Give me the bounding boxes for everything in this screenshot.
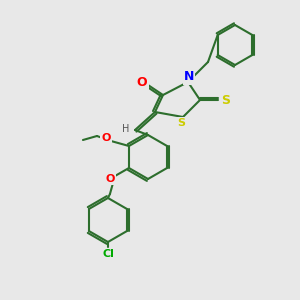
Text: H: H <box>122 124 130 134</box>
Text: N: N <box>184 70 194 83</box>
Text: O: O <box>101 133 111 143</box>
Text: O: O <box>137 76 147 89</box>
Text: S: S <box>221 94 230 106</box>
Text: O: O <box>105 174 115 184</box>
Text: S: S <box>177 118 185 128</box>
Text: Cl: Cl <box>102 249 114 259</box>
